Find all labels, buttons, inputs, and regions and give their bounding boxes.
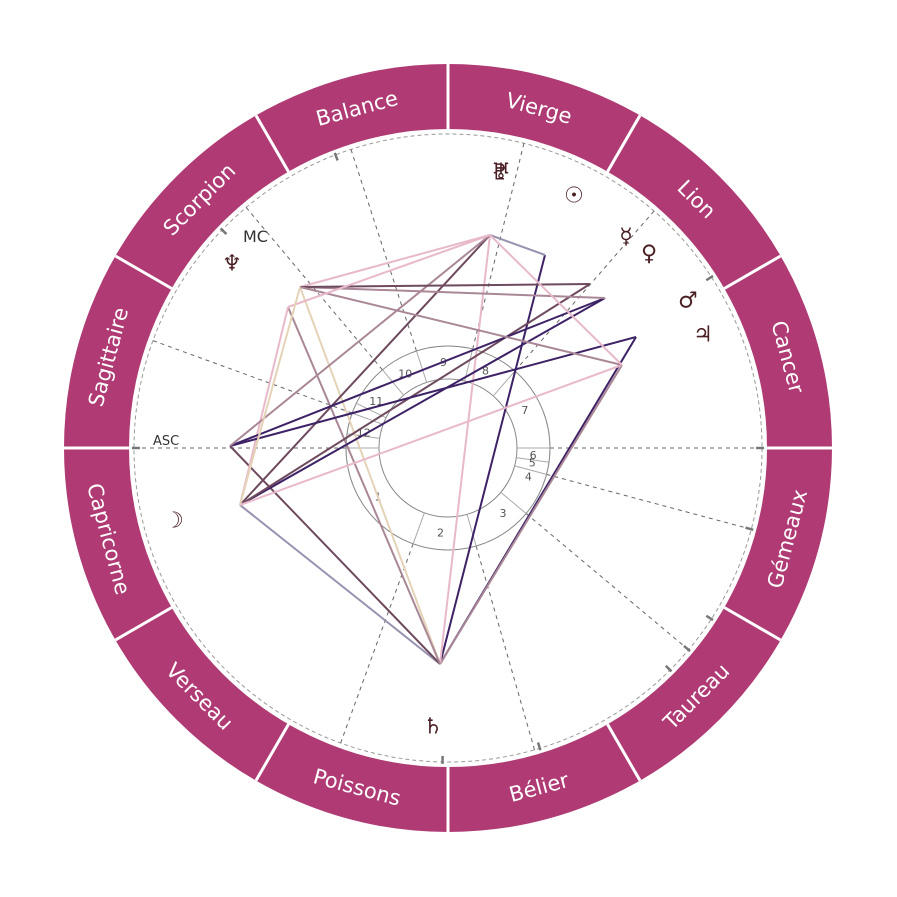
aspect-line <box>439 234 491 665</box>
aspect-line <box>299 286 623 366</box>
aspect-line <box>287 306 441 665</box>
uranus-icon: ♅ <box>491 160 511 185</box>
house-cusp-line <box>546 473 752 530</box>
aspect-line <box>439 364 623 665</box>
aspect-line <box>299 286 441 665</box>
pluto-icon: ♇ <box>490 161 510 186</box>
aspect-line <box>239 297 606 506</box>
house-number-11: 11 <box>369 395 383 408</box>
aspect-line <box>239 504 441 665</box>
house-number-6: 6 <box>530 449 537 462</box>
house-number-2: 2 <box>437 527 444 540</box>
mc-label: MC <box>243 227 268 246</box>
saturn-icon: ♄ <box>423 715 443 740</box>
house-cusp-line <box>245 207 383 371</box>
aspect-line <box>239 364 623 506</box>
mercury-icon: ☿ <box>619 225 633 250</box>
house-cusp-line <box>152 340 353 414</box>
sun-icon: ☉ <box>564 184 584 209</box>
aspect-line <box>229 297 606 447</box>
house-number-3: 3 <box>499 507 506 520</box>
neptune-icon: ♆ <box>222 252 242 277</box>
aspect-line <box>229 234 491 447</box>
aspect-line <box>239 306 289 506</box>
chart-labels: ASC MC <box>153 227 268 449</box>
aspect-line <box>287 234 491 308</box>
house-cusps <box>132 143 764 764</box>
aspect-line <box>229 445 441 665</box>
house-cusp-line <box>340 543 414 744</box>
aspect-lines <box>229 234 637 665</box>
jupiter-icon: ♃ <box>693 323 713 348</box>
house-cusp-line <box>350 149 417 352</box>
house-number-7: 7 <box>521 404 528 417</box>
aspect-line <box>299 234 491 288</box>
aspect-line <box>239 234 491 506</box>
house-cusp-line <box>525 513 689 651</box>
moon-icon: ☽ <box>164 509 184 534</box>
house-cusp-line <box>475 545 536 750</box>
zodiac-ring: BélierTaureauGémeauxCancerLionViergeBala… <box>64 64 832 832</box>
aspect-line <box>239 283 591 506</box>
aspect-line <box>489 234 623 366</box>
house-number-4: 4 <box>525 471 532 484</box>
house-number-8: 8 <box>482 365 489 378</box>
aspect-line <box>239 286 301 506</box>
asc-label: ASC <box>153 434 179 449</box>
venus-icon: ♀ <box>641 242 657 267</box>
house-number-5: 5 <box>529 456 536 469</box>
mars-icon: ♂ <box>678 289 698 314</box>
aspect-line <box>229 336 637 447</box>
planet-glyphs: ☉ ☽ ☿ ♀ ♂ ♃ ♄ ♅ ♆ ♇ <box>164 160 713 740</box>
aspect-line <box>299 286 606 299</box>
inner-house-wheel: 123456789101112 <box>345 345 551 551</box>
aspect-line <box>489 234 546 256</box>
